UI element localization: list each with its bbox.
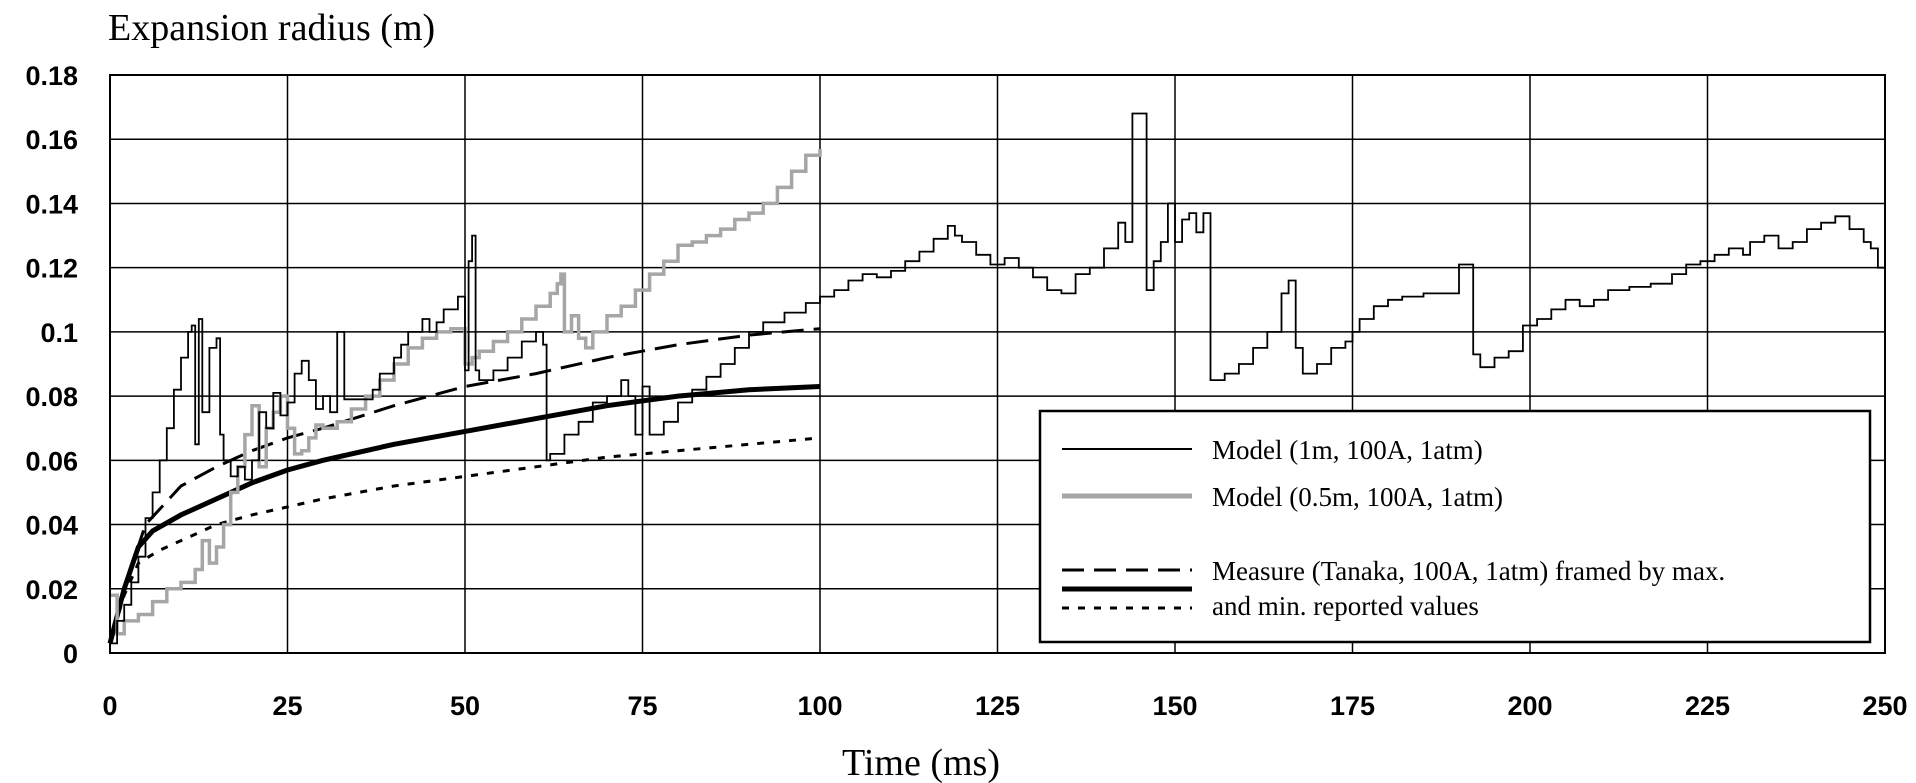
y-tick-label: 0.14 xyxy=(25,189,78,219)
series-line-model_05m xyxy=(110,148,822,636)
x-tick-label: 0 xyxy=(102,691,117,721)
x-tick-label: 125 xyxy=(975,691,1020,721)
y-tick-label: 0.08 xyxy=(25,382,78,412)
x-tick-label: 250 xyxy=(1862,691,1907,721)
legend-label: Model (1m, 100A, 1atm) xyxy=(1212,435,1483,465)
y-axis-title: Expansion radius (m) xyxy=(108,7,435,49)
series-lines xyxy=(107,112,1886,645)
x-tick-label: 225 xyxy=(1685,691,1730,721)
x-tick-label: 25 xyxy=(272,691,302,721)
x-tick-label: 75 xyxy=(627,691,657,721)
x-tick-label: 150 xyxy=(1152,691,1197,721)
x-axis-title: Time (ms) xyxy=(842,742,1000,783)
y-tick-label: 0.12 xyxy=(25,254,78,284)
series-line-model_1m xyxy=(110,112,1886,645)
x-tick-label: 175 xyxy=(1330,691,1375,721)
y-tick-label: 0 xyxy=(63,639,78,669)
y-tick-label: 0.1 xyxy=(40,318,78,348)
legend-label: and min. reported values xyxy=(1212,591,1479,621)
y-tick-label: 0.02 xyxy=(25,575,78,605)
x-tick-label: 100 xyxy=(797,691,842,721)
x-tick-labels: 0 25 50 75 100 125 150 175 200 225 250 xyxy=(102,691,1907,721)
y-tick-label: 0.04 xyxy=(25,511,78,541)
plot-area-border xyxy=(109,74,1886,654)
x-tick-label: 200 xyxy=(1507,691,1552,721)
y-tick-labels: 0 0.02 0.04 0.06 0.08 0.1 0.12 0.14 0.16 0.18 xyxy=(25,61,78,669)
x-tick-label: 50 xyxy=(450,691,480,721)
y-tick-label: 0.16 xyxy=(25,125,78,155)
y-tick-label: 0.06 xyxy=(25,446,78,476)
legend-label: Model (0.5m, 100A, 1atm) xyxy=(1212,482,1503,512)
y-tick-label: 0.18 xyxy=(25,61,78,91)
legend-label: Measure (Tanaka, 100A, 1atm) framed by m… xyxy=(1212,556,1725,586)
legend: Model (1m, 100A, 1atm) Model (0.5m, 100A,… xyxy=(1038,409,1872,644)
